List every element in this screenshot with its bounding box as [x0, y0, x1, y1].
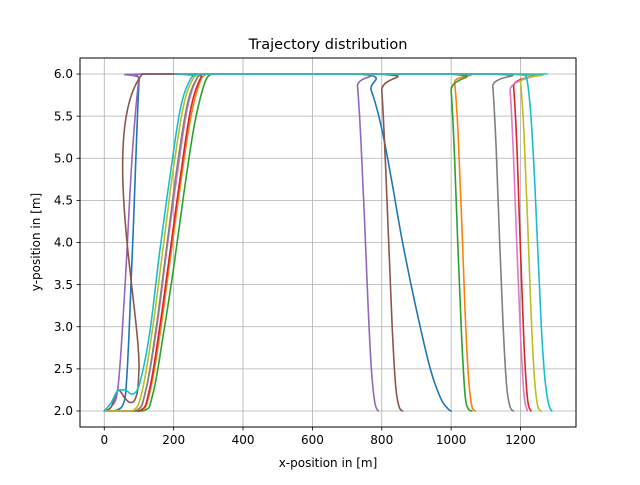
y-tick-label: 4.5 [54, 194, 73, 208]
series-line-10 [103, 73, 553, 412]
y-axis-label: y-position in [m] [29, 193, 43, 291]
chart-title: Trajectory distribution [248, 37, 408, 53]
x-axis-label: x-position in [m] [279, 456, 378, 470]
series-layer [103, 73, 553, 412]
y-tick-label: 6.0 [54, 67, 73, 81]
y-tick-label: 4.0 [54, 236, 73, 250]
y-tick-label: 3.0 [54, 320, 73, 334]
y-tick-label: 3.5 [54, 278, 73, 292]
x-tick-label: 600 [301, 433, 324, 447]
y-tick-label: 5.0 [54, 151, 73, 165]
y-tick-label: 2.0 [54, 404, 73, 418]
x-tick-label: 1000 [436, 433, 467, 447]
y-tick-label: 5.5 [54, 109, 73, 123]
x-tick-label: 800 [370, 433, 393, 447]
y-tick-label: 2.5 [54, 362, 73, 376]
x-tick-label: 1200 [505, 433, 536, 447]
x-tick-label: 200 [162, 433, 185, 447]
x-tick-label: 400 [232, 433, 255, 447]
x-tick-label: 0 [100, 433, 108, 447]
tick-layer: 0 200 400 600 800 1000 1200 2.0 2.5 3.0 3.5 4.0 4.5 5… [54, 67, 536, 447]
